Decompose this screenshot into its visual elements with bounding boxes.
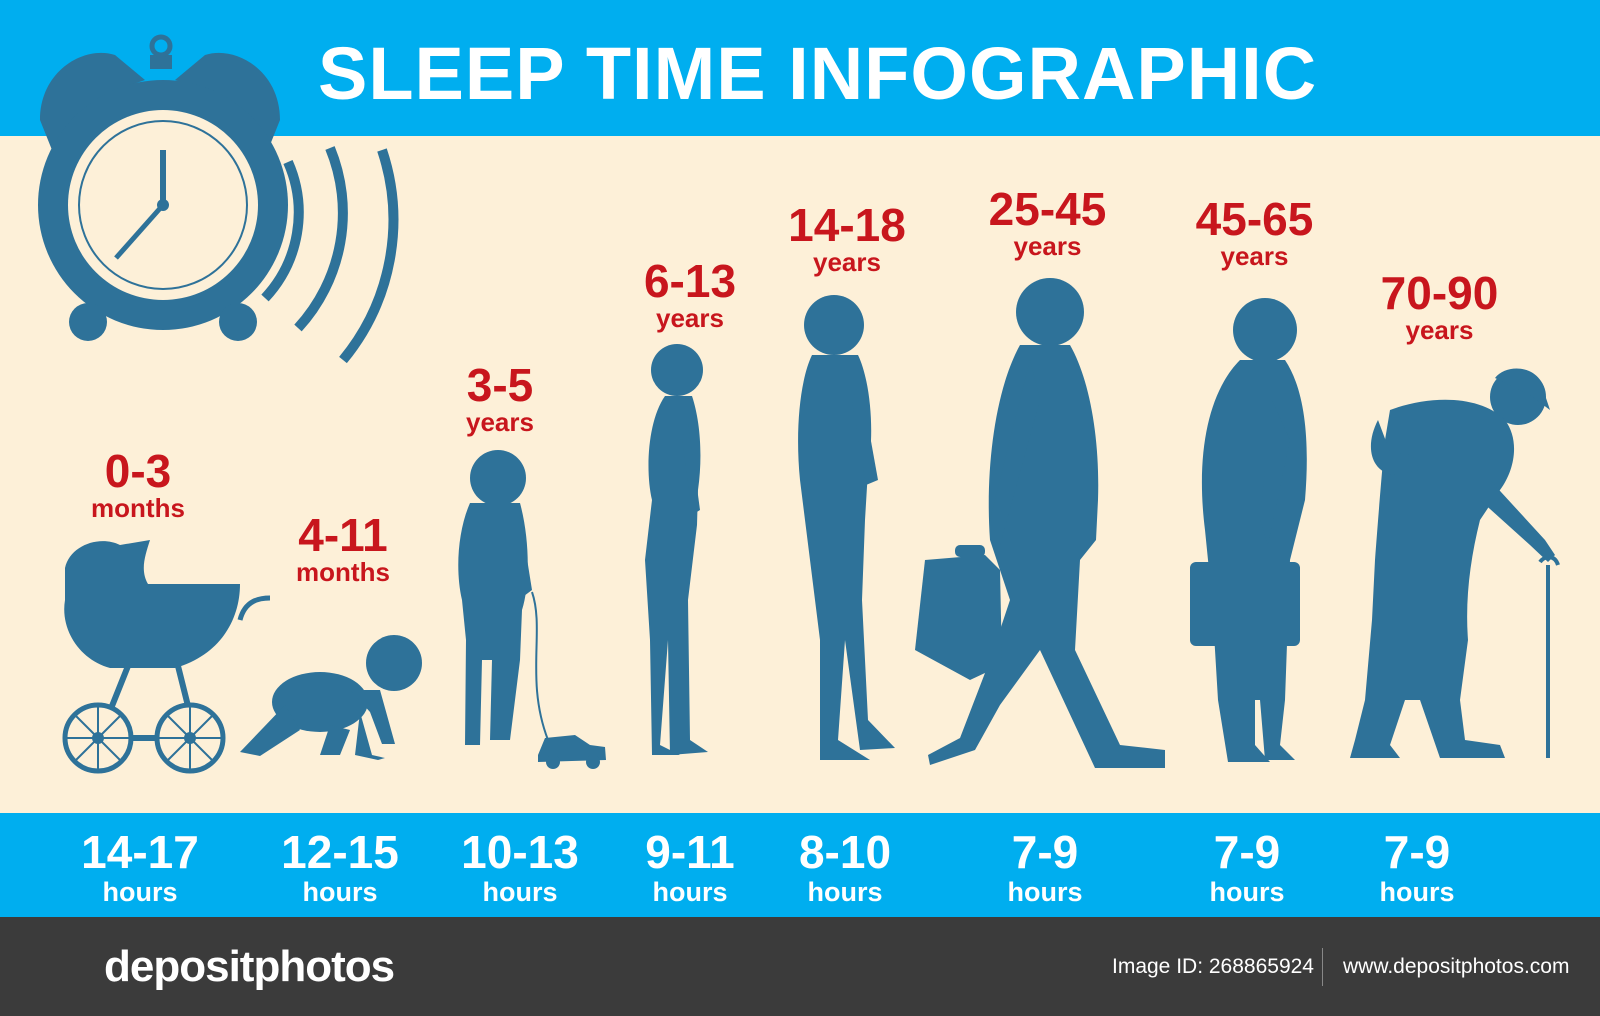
age-range: 14-18 [788,199,906,251]
toddler-with-toy-car-icon [458,450,606,769]
age-label-3: 6-13 years [615,258,765,332]
hours-bar [0,813,1600,917]
hours-unit: hours [1007,877,1083,907]
image-id-text: Image ID: 268865924 [1112,955,1314,978]
infographic-title: SLEEP TIME INFOGRAPHIC [318,32,1318,115]
teen-silhouette-icon [798,295,895,760]
age-label-7: 70-90 years [1352,270,1527,344]
age-range: 0-3 [104,445,172,497]
hours-label-6: 7-9 hours [1182,828,1312,908]
hours-range: 14-17 [81,826,199,878]
age-label-4: 14-18 years [762,202,932,276]
elderly-man-cane-icon [1350,368,1560,758]
walking-man-briefcase-icon [915,278,1165,768]
hours-unit: hours [1209,877,1285,907]
crawling-baby-icon [240,635,422,760]
hours-range: 10-13 [461,826,579,878]
hours-unit: hours [102,877,178,907]
hours-range: 8-10 [798,826,892,878]
hours-unit: hours [482,877,558,907]
hours-range: 7-9 [1213,826,1281,878]
hours-range: 12-15 [281,826,399,878]
age-unit: years [813,247,881,277]
hours-unit: hours [807,877,883,907]
hours-label-5: 7-9 hours [980,828,1110,908]
age-label-0: 0-3 months [68,448,208,522]
hours-label-0: 14-17 hours [55,828,225,908]
age-unit: years [1220,241,1289,271]
site-url-link[interactable]: www.depositphotos.com [1343,955,1570,978]
hours-range: 9-11 [645,826,735,878]
standing-man-briefcase-icon [1190,298,1307,762]
hours-label-1: 12-15 hours [255,828,425,908]
age-label-1: 4-11 months [268,512,418,586]
hours-label-4: 8-10 hours [770,828,920,908]
footer-bar [0,917,1600,1016]
hours-label-7: 7-9 hours [1352,828,1482,908]
baby-carriage-icon [62,540,271,774]
alarm-clock-icon [38,34,288,341]
age-range: 70-90 [1380,267,1499,319]
age-unit: years [1013,231,1082,261]
hours-unit: hours [302,877,378,907]
age-unit: years [466,407,534,437]
hours-range: 7-9 [1011,826,1079,878]
footer-divider [1322,948,1323,986]
hours-unit: hours [652,877,728,907]
age-range: 4-11 [298,509,388,561]
hours-label-3: 9-11 hours [615,828,765,908]
hours-range: 7-9 [1383,826,1451,878]
hours-label-2: 10-13 hours [435,828,605,908]
hours-unit: hours [1379,877,1455,907]
age-range: 6-13 [643,255,737,307]
age-unit: years [1405,315,1474,345]
age-range: 45-65 [1195,193,1314,245]
ringing-waves-icon [261,146,399,364]
brand-logo-text[interactable]: depositphotos [104,942,395,991]
age-range: 3-5 [466,359,534,411]
age-label-5: 25-45 years [960,186,1135,260]
age-label-2: 3-5 years [430,362,570,436]
age-range: 25-45 [988,183,1107,235]
age-unit: years [656,303,724,333]
child-silhouette-icon [645,344,708,755]
age-label-6: 45-65 years [1167,196,1342,270]
age-unit: months [91,493,185,523]
age-unit: months [296,557,390,587]
